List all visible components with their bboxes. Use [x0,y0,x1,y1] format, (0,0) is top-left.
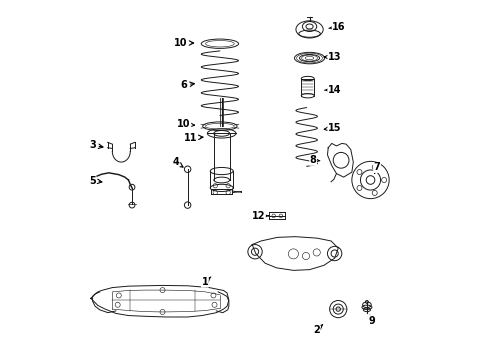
Text: 16: 16 [329,22,346,32]
Text: 10: 10 [174,38,194,48]
Text: 8: 8 [310,155,320,165]
Text: 10: 10 [177,120,195,129]
Text: 13: 13 [324,52,342,62]
Text: 4: 4 [172,157,183,167]
Text: 2: 2 [313,325,323,335]
Text: 9: 9 [369,315,376,325]
Text: 12: 12 [252,211,269,221]
Text: 15: 15 [324,123,342,133]
Text: 14: 14 [325,85,342,95]
Text: 7: 7 [373,162,380,173]
Text: 5: 5 [89,176,102,186]
Text: 1: 1 [201,277,211,287]
Text: 6: 6 [181,80,195,90]
Text: 11: 11 [184,133,203,143]
Text: 3: 3 [89,140,103,150]
